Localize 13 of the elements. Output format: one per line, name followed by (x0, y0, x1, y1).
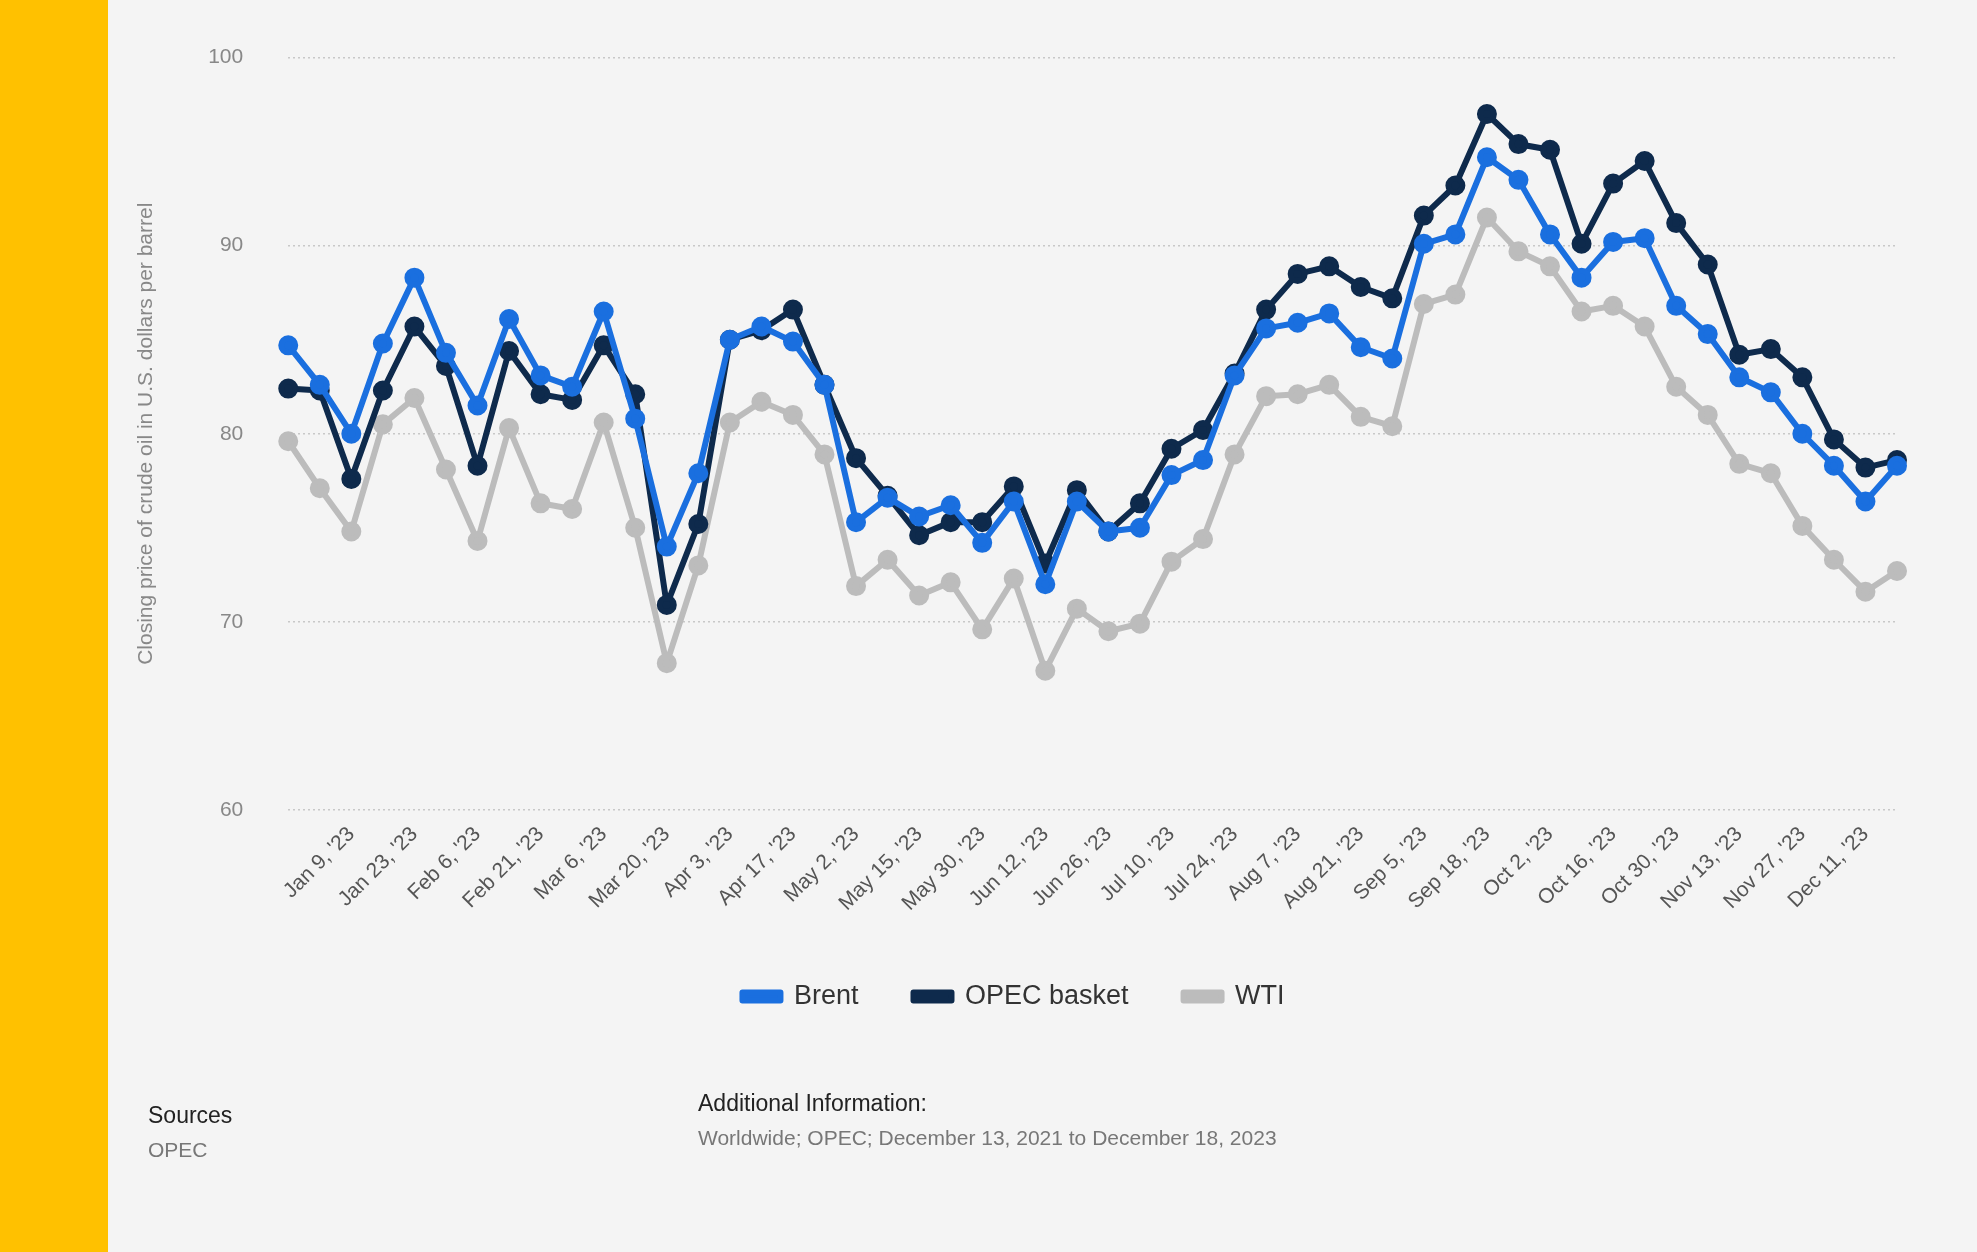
y-axis-title: Closing price of crude oil in U.S. dollars per barrel (133, 202, 157, 665)
text: Additional Information: (698, 1090, 928, 1117)
text: Sources (148, 1102, 233, 1129)
legend-label: OPEC basket (964, 979, 1130, 1010)
y-tick-label: 80 (219, 420, 244, 444)
text: OPEC (148, 1137, 209, 1163)
text: Worldwide; OPEC; December 13, 2021 to December 18, 2023 (698, 1125, 1277, 1151)
y-tick-label: 90 (219, 232, 244, 256)
y-tick-label: 70 (219, 608, 244, 632)
y-tick-label: 100 (208, 44, 244, 68)
y-tick-label: 60 (219, 796, 244, 820)
legend-label: Brent (793, 979, 859, 1010)
legend-label: WTI (1235, 979, 1285, 1010)
